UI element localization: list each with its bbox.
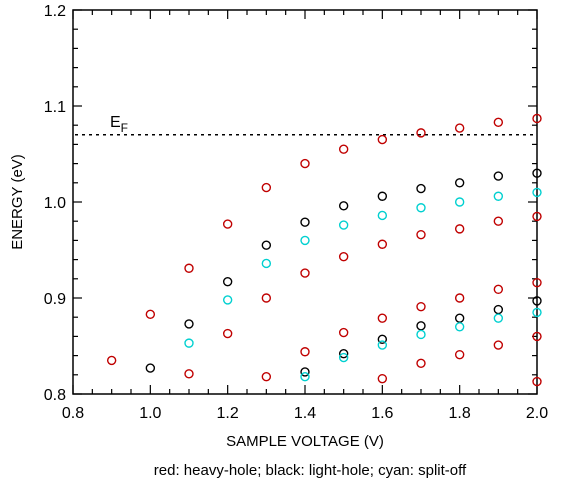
data-point-series-2 (300, 217, 310, 227)
data-point-series-1 (493, 284, 504, 295)
data-point-series-2 (338, 201, 349, 211)
y-tick-label: 1.0 (44, 195, 66, 212)
data-point-series-1 (454, 123, 465, 133)
fermi-level-label-sub: F (121, 121, 128, 135)
data-point-series-1 (106, 355, 117, 366)
x-tick-label: 2.0 (526, 405, 548, 422)
data-point-series-1 (377, 134, 388, 145)
data-point-series-1 (416, 229, 426, 240)
data-point-series-2 (184, 319, 194, 329)
data-point-series-3 (454, 197, 465, 207)
axis-ticks (72, 9, 538, 395)
data-point-series-2 (377, 334, 388, 344)
data-point-series-1 (184, 263, 194, 273)
data-point-series-1 (338, 252, 349, 262)
data-point-series-2 (338, 348, 349, 359)
data-point-series-3 (493, 191, 504, 201)
y-axis-title: ENERGY (eV) (9, 154, 26, 250)
y-tick-label: 0.9 (44, 291, 66, 308)
data-point-series-1 (454, 224, 465, 234)
data-point-series-1 (338, 327, 349, 338)
data-point-series-3 (338, 352, 349, 363)
y-tick-label: 0.8 (44, 387, 66, 404)
data-point-series-1 (300, 347, 310, 357)
data-point-series-3 (416, 329, 426, 340)
data-point-series-1 (377, 313, 388, 323)
x-tick-label: 1.2 (217, 405, 239, 422)
data-point-series-2 (416, 321, 426, 331)
data-point-series-2 (454, 313, 465, 323)
data-point-series-1 (416, 128, 426, 138)
data-point-series-1 (300, 268, 310, 278)
data-point-series-1 (145, 309, 156, 320)
data-point-series-1 (532, 277, 542, 288)
data-point-series-3 (532, 187, 542, 198)
data-point-series-1 (261, 372, 272, 382)
data-point-series-3 (300, 372, 310, 382)
fermi-level-label: EF (110, 114, 128, 135)
y-tick-labels: 0.8 0.9 1.0 1.1 1.2 (44, 3, 66, 404)
x-tick-labels: 0.8 1.0 1.2 1.4 1.6 1.8 2.0 (62, 405, 548, 422)
data-points (106, 113, 542, 387)
fermi-level-label-main: E (110, 114, 121, 131)
data-point-series-3 (300, 235, 310, 246)
data-point-series-2 (377, 191, 388, 201)
data-point-series-1 (338, 144, 349, 154)
x-axis-title: SAMPLE VOLTAGE (V) (226, 433, 384, 450)
x-tick-label: 1.8 (449, 405, 471, 422)
data-point-series-3 (377, 340, 388, 350)
data-point-series-1 (261, 182, 272, 193)
data-point-series-2 (300, 367, 310, 377)
y-tick-label: 1.2 (44, 3, 66, 20)
data-point-series-1 (377, 373, 388, 384)
data-point-series-1 (532, 211, 542, 222)
data-point-series-3 (222, 295, 233, 305)
data-point-series-1 (184, 369, 194, 379)
data-point-series-2 (493, 171, 504, 181)
data-point-series-1 (222, 328, 233, 339)
data-point-series-2 (222, 276, 233, 287)
chart-caption: red: heavy-hole; black: light-hole; cyan… (154, 462, 467, 479)
data-point-series-2 (493, 304, 504, 315)
data-point-series-1 (532, 113, 542, 124)
data-point-series-1 (416, 358, 426, 368)
data-point-series-1 (532, 331, 542, 342)
data-point-series-1 (493, 340, 504, 350)
x-tick-label: 1.4 (294, 405, 316, 422)
data-point-series-3 (184, 338, 194, 348)
data-point-series-3 (454, 322, 465, 332)
data-point-series-3 (416, 203, 426, 213)
data-point-series-2 (416, 183, 426, 194)
data-point-series-1 (222, 219, 233, 229)
data-point-series-1 (377, 239, 388, 249)
data-point-series-1 (454, 293, 465, 303)
plot-frame (72, 9, 538, 395)
y-tick-label: 1.1 (44, 99, 66, 116)
data-point-series-1 (493, 216, 504, 226)
data-point-series-1 (532, 376, 542, 387)
data-point-series-3 (338, 220, 349, 230)
data-point-series-2 (532, 168, 542, 178)
data-point-series-3 (532, 307, 542, 318)
data-point-series-1 (300, 158, 310, 169)
data-point-series-3 (261, 258, 272, 269)
x-tick-label: 1.6 (371, 405, 393, 422)
x-tick-label: 1.0 (139, 405, 161, 422)
data-point-series-2 (145, 363, 156, 373)
data-point-series-3 (493, 313, 504, 323)
data-point-series-1 (261, 293, 272, 303)
data-point-series-1 (493, 117, 504, 128)
data-point-series-2 (261, 240, 272, 250)
data-point-series-1 (454, 349, 465, 360)
data-point-series-2 (454, 178, 465, 188)
data-point-series-1 (416, 301, 426, 312)
x-tick-label: 0.8 (62, 405, 84, 422)
data-point-series-2 (532, 296, 542, 306)
data-point-series-3 (377, 210, 388, 221)
